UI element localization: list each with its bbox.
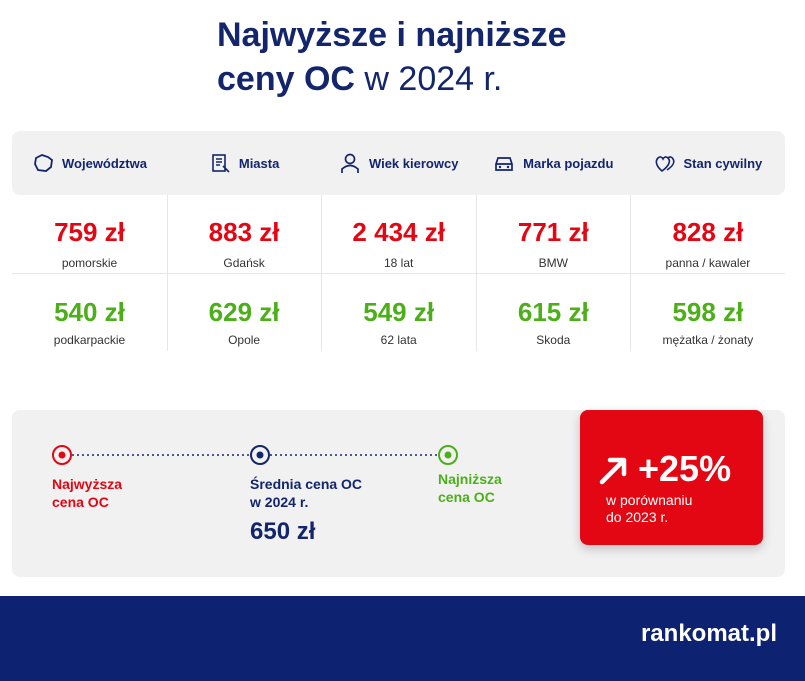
low-price: 598 zł [672, 297, 744, 327]
column-header: Stan cywilny [630, 131, 785, 195]
text: w porównaniu [606, 492, 693, 508]
divider [12, 273, 785, 274]
column: Stan cywilny 828 zł panna / kawaler 598 zł m… [630, 131, 785, 351]
high-price: 883 zł [208, 217, 280, 247]
text: cena OC [438, 489, 495, 505]
column-header: Województwa [12, 131, 167, 195]
column-header: Wiek kierowcy [321, 131, 476, 195]
low-price: 540 zł [54, 297, 125, 327]
footer: rankomat.pl [0, 596, 805, 681]
arrow-icon [599, 457, 627, 485]
low-price: 549 zł [363, 297, 435, 327]
icon [655, 156, 675, 173]
low-label: mężatka / żonaty [662, 333, 754, 347]
divider [475, 195, 477, 351]
text: Średnia cena OC [250, 476, 363, 492]
brand: rankomat.pl [640, 620, 777, 647]
change-text: w porównaniu do 2023 r. [606, 492, 692, 526]
title: ceny OC w 2024 r. [217, 58, 502, 100]
legend-lowest: Najniższa cena OC [438, 470, 502, 506]
column-header: Marka pojazdu [476, 131, 631, 195]
icon [34, 154, 53, 172]
legend-line [52, 445, 458, 465]
divider [166, 195, 168, 351]
title: Najwyższe i najniższe [217, 14, 567, 56]
text: cena OC [52, 494, 109, 510]
header-text: Wiek kierowcy [368, 155, 459, 171]
average-value: 650 zł [250, 518, 316, 545]
low-label: Skoda [536, 333, 571, 347]
title-bold: ceny OC [217, 60, 355, 98]
legend-average: Średnia cena OC w 2024 r. [250, 475, 362, 511]
title-rest: w 2024 r. [364, 60, 503, 98]
divider [321, 195, 323, 351]
low-price: 629 zł [208, 297, 280, 327]
change-box: +25% w porównaniu do 2023 r. [580, 410, 763, 545]
title-line: Najwyższe i najniższe [217, 16, 567, 54]
column: Marka pojazdu 771 zł BMW 615 zł Skoda [476, 131, 631, 351]
low-label: 62 lata [380, 333, 417, 347]
text: w 2024 r. [250, 494, 309, 510]
divider [630, 195, 632, 351]
high-label: BMW [538, 256, 568, 270]
header-text: Województwa [62, 155, 147, 171]
high-label: pomorskie [61, 256, 118, 270]
legend-highest: Najwyższa cena OC [52, 475, 122, 511]
text: do 2023 r. [606, 509, 669, 525]
high-label: panna / kawaler [665, 256, 751, 270]
low-label: podkarpackie [53, 333, 126, 347]
column: Wiek kierowcy 2 434 zł 18 lat 549 zł 62 lata [321, 131, 476, 351]
header-text: Marka pojazdu [523, 155, 614, 171]
header-text: Miasta [238, 155, 280, 171]
high-price: 771 zł [517, 217, 589, 247]
icon [212, 154, 230, 173]
low-label: Opole [228, 333, 261, 347]
high-price: 828 zł [672, 217, 744, 247]
column: Miasta 883 zł Gdańsk 629 zł Opole [167, 131, 322, 351]
high-price: 2 434 zł [352, 217, 445, 247]
high-label: Gdańsk [223, 256, 265, 270]
text: Najwyższa [52, 476, 123, 492]
low-price: 615 zł [517, 297, 589, 327]
text: Najniższa [438, 471, 502, 487]
icon [341, 153, 359, 173]
change-value: +25% [638, 448, 732, 489]
header-text: Stan cywilny [683, 155, 763, 171]
column: Województwa 759 zł pomorskie 540 zł podkarpa… [12, 131, 167, 351]
high-price: 759 zł [54, 217, 125, 247]
column-header: Miasta [167, 131, 322, 195]
icon [495, 157, 513, 171]
high-label: 18 lat [384, 256, 414, 270]
